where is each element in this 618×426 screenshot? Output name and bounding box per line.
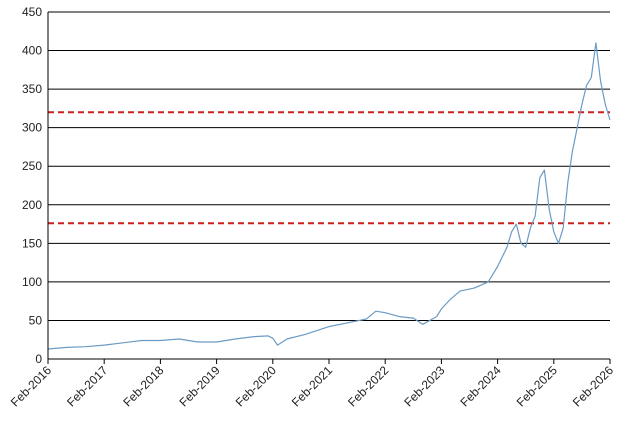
x-tick-label: Feb-2026 <box>570 363 616 409</box>
x-tick-label: Feb-2023 <box>401 363 447 409</box>
y-tick-label: 300 <box>22 121 42 135</box>
y-tick-label: 0 <box>35 352 42 366</box>
y-tick-label: 150 <box>22 236 42 250</box>
x-tick-label: Feb-2024 <box>457 363 503 409</box>
y-tick-label: 450 <box>22 5 42 19</box>
y-tick-label: 400 <box>22 44 42 58</box>
x-tick-label: Feb-2017 <box>64 363 110 409</box>
x-tick-label: Feb-2025 <box>514 363 560 409</box>
axes <box>47 12 611 364</box>
x-tick-label: Feb-2020 <box>233 363 279 409</box>
y-tick-label: 250 <box>22 159 42 173</box>
x-tick-label: Feb-2021 <box>289 363 335 409</box>
reference-lines <box>48 111 610 225</box>
x-tick-label: Feb-2022 <box>345 363 391 409</box>
gridlines <box>48 11 610 321</box>
x-tick-label: Feb-2016 <box>8 363 54 409</box>
series-line-1 <box>47 42 611 350</box>
y-tick-label: 100 <box>22 275 42 289</box>
x-tick-label: Feb-2018 <box>120 363 166 409</box>
y-tick-label: 350 <box>22 82 42 96</box>
y-tick-label: 200 <box>22 198 42 212</box>
x-tick-label: Feb-2019 <box>176 363 222 409</box>
y-tick-label: 50 <box>29 313 43 327</box>
series-layer <box>47 42 611 350</box>
y-tick-labels: 0 50 100 150 200 250 300 350 400 450 <box>22 5 42 366</box>
x-tick-labels: Feb-2016 Feb-2017 Feb-2018 Feb-2019 Feb-2020… <box>8 363 616 409</box>
